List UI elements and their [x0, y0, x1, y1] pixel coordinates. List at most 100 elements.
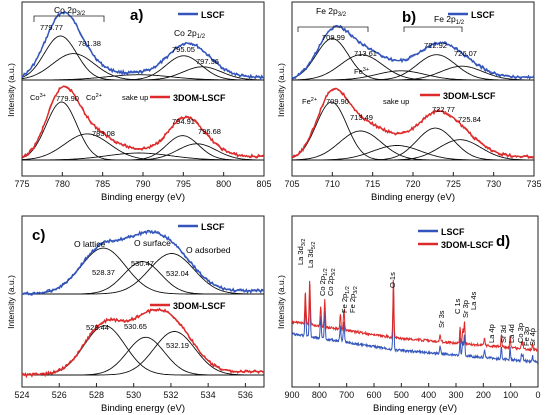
- panel-a-sake-up: sake up: [122, 93, 148, 102]
- component-peak-3dom-lscf-532.19: [22, 331, 264, 376]
- x-tick-label: 900: [284, 390, 299, 400]
- survey-line-lscf: [291, 291, 539, 365]
- survey-line-3dom-lscf: [291, 279, 539, 353]
- x-tick-label: 532: [163, 390, 178, 400]
- panel-c-o1s-spectrum: 524 526 528 530 532 534 536 c) LSCF 3DOM-LSCF …: [6, 215, 265, 414]
- panel-b-peak-709.99: 709.99: [322, 33, 345, 42]
- panel-d-xlabel: Binding energy (eV): [373, 403, 457, 414]
- fit-envelope-3dom-lscf: [22, 308, 264, 376]
- panel-a-co2p-spectrum: 775 780 785 790 795 800 805 a) LSCF 3DOM-LSCF …: [6, 1, 272, 203]
- panel-d-co2p32: Co 2p3/2: [326, 268, 337, 296]
- component-peak-lscf-722.92: [292, 54, 534, 81]
- panel-b-xlabel: Binding energy (eV): [371, 192, 455, 203]
- x-tick-label: 534: [201, 390, 216, 400]
- panel-c-label: c): [32, 227, 45, 244]
- panel-b-group-2p12: Fe 2p1/2: [434, 14, 465, 26]
- x-tick-label: 524: [14, 390, 29, 400]
- x-tick-label: 700: [339, 390, 354, 400]
- x-tick-label: 720: [405, 179, 420, 189]
- panel-b-bracket-2p32: [297, 26, 369, 32]
- panel-d-sr3d: Sr 3d: [499, 325, 508, 343]
- panel-d-label: d): [496, 233, 510, 250]
- panel-d-c1s: C 1s: [453, 298, 462, 314]
- panel-a-peak-796.68: 796.68: [198, 127, 221, 136]
- panel-c-peak-530.65: 530.65: [124, 322, 147, 331]
- x-tick-label: 600: [366, 390, 381, 400]
- panel-b-group-2p32: Fe 2p3/2: [316, 6, 347, 18]
- panel-c-peak-528.44: 528.44: [86, 323, 109, 332]
- panel-a-peak-779.90: 779.90: [56, 94, 79, 103]
- panel-b-x-ticks: 705 710 715 720 725 730 735: [284, 172, 542, 189]
- panel-d-la4s: La 4s: [469, 291, 478, 310]
- x-tick-label: 526: [52, 390, 67, 400]
- panel-a-peak-797.36: 797.36: [196, 57, 219, 66]
- panel-c-o-lattice: O lattice: [74, 239, 105, 249]
- x-tick-label: 800: [216, 179, 231, 189]
- x-tick-label: 730: [486, 179, 501, 189]
- panel-b-fe3-label: Fe3+: [354, 67, 369, 76]
- x-tick-label: 300: [448, 390, 463, 400]
- panel-a-peak-795.05: 795.05: [172, 45, 195, 54]
- x-tick-label: 530: [126, 390, 141, 400]
- panel-a-peak-781.38: 781.38: [78, 39, 101, 48]
- panel-c-legend-lscf: LSCF: [201, 222, 225, 232]
- panel-d-fe2p32: Fe 2p3/2: [348, 286, 359, 313]
- x-tick-label: 710: [325, 179, 340, 189]
- panel-d-la3d52: La 3d5/2: [306, 242, 317, 268]
- x-tick-label: 500: [394, 390, 409, 400]
- component-peak-lscf-532.04: [22, 253, 264, 295]
- x-tick-label: 725: [446, 179, 461, 189]
- panel-b-curves: [291, 24, 535, 161]
- panel-a-co3-label: Co3+: [30, 93, 46, 102]
- fit-envelope-lscf: [291, 26, 534, 79]
- panel-d-curves: [291, 279, 539, 365]
- panel-b-peak-725.84: 725.84: [458, 115, 481, 124]
- panel-c-peak-528.37: 528.37: [92, 268, 115, 277]
- panel-b-peak-713.49: 713.49: [350, 113, 373, 122]
- panel-d-survey-spectrum: 900 800 700 600 500 400 300 200 100 0 d) LSCF 3DO…: [276, 215, 541, 414]
- x-tick-label: 0: [535, 390, 540, 400]
- component-peak-3dom-lscf-783.08: [21, 133, 264, 161]
- x-tick-label: 705: [284, 179, 299, 189]
- fit-envelope-lscf: [21, 11, 264, 78]
- component-peak-lscf-797.36: [22, 66, 264, 81]
- panel-a-peak-794.91: 794.91: [172, 117, 195, 126]
- panel-b-legend-3dom: 3DOM-LSCF: [443, 91, 496, 101]
- x-tick-label: 795: [176, 179, 191, 189]
- panel-a-peak-783.08: 783.08: [92, 129, 115, 138]
- panel-b-peak-726.07: 726.07: [454, 49, 477, 58]
- panel-c-legend-3dom: 3DOM-LSCF: [173, 301, 226, 311]
- panel-a-label: a): [130, 7, 143, 24]
- x-tick-label: 400: [421, 390, 436, 400]
- panel-b-peak-722.92: 722.92: [424, 41, 447, 50]
- x-tick-label: 200: [476, 390, 491, 400]
- panel-b-legend-lscf: LSCF: [471, 10, 495, 20]
- x-tick-label: 528: [89, 390, 104, 400]
- panel-d-co3p: Co 3p: [516, 323, 525, 343]
- panel-a-legend-lscf: LSCF: [201, 10, 225, 20]
- x-tick-label: 790: [135, 179, 150, 189]
- panel-a-ylabel: Intensity (a.u.): [6, 63, 16, 117]
- panel-a-group-2p32: Co 2p3/2: [54, 5, 86, 17]
- panel-d-la3d32: La 3d3/2: [296, 239, 307, 265]
- panel-d-fe2p12: Fe 2p1/2: [340, 286, 351, 313]
- panel-a-group-2p12: Co 2p1/2: [174, 28, 206, 40]
- panel-d-la4p: La 4p: [487, 324, 496, 343]
- x-tick-label: 775: [14, 179, 29, 189]
- component-peak-3dom-lscf-722.77: [292, 127, 534, 161]
- panel-c-peak-532.04: 532.04: [166, 269, 189, 278]
- x-tick-label: 100: [503, 390, 518, 400]
- panel-b-ylabel: Intensity (a.u.): [276, 63, 286, 117]
- x-tick-label: 785: [95, 179, 110, 189]
- x-tick-label: 715: [365, 179, 380, 189]
- component-peak-3dom-lscf-796.68: [22, 143, 264, 161]
- panel-c-x-ticks: 524 526 528 530 532 534 536: [14, 383, 253, 400]
- x-tick-label: 536: [238, 390, 253, 400]
- x-tick-label: 805: [256, 179, 271, 189]
- component-peak-lscf-781.38: [21, 53, 264, 81]
- panel-a-bracket-2p32: [33, 15, 105, 22]
- panel-d-x-ticks: 900 800 700 600 500 400 300 200 100 0: [284, 383, 541, 400]
- panel-b-fe2-label: Fe2+: [302, 97, 317, 106]
- panel-d-la4d: La 4d: [507, 324, 516, 343]
